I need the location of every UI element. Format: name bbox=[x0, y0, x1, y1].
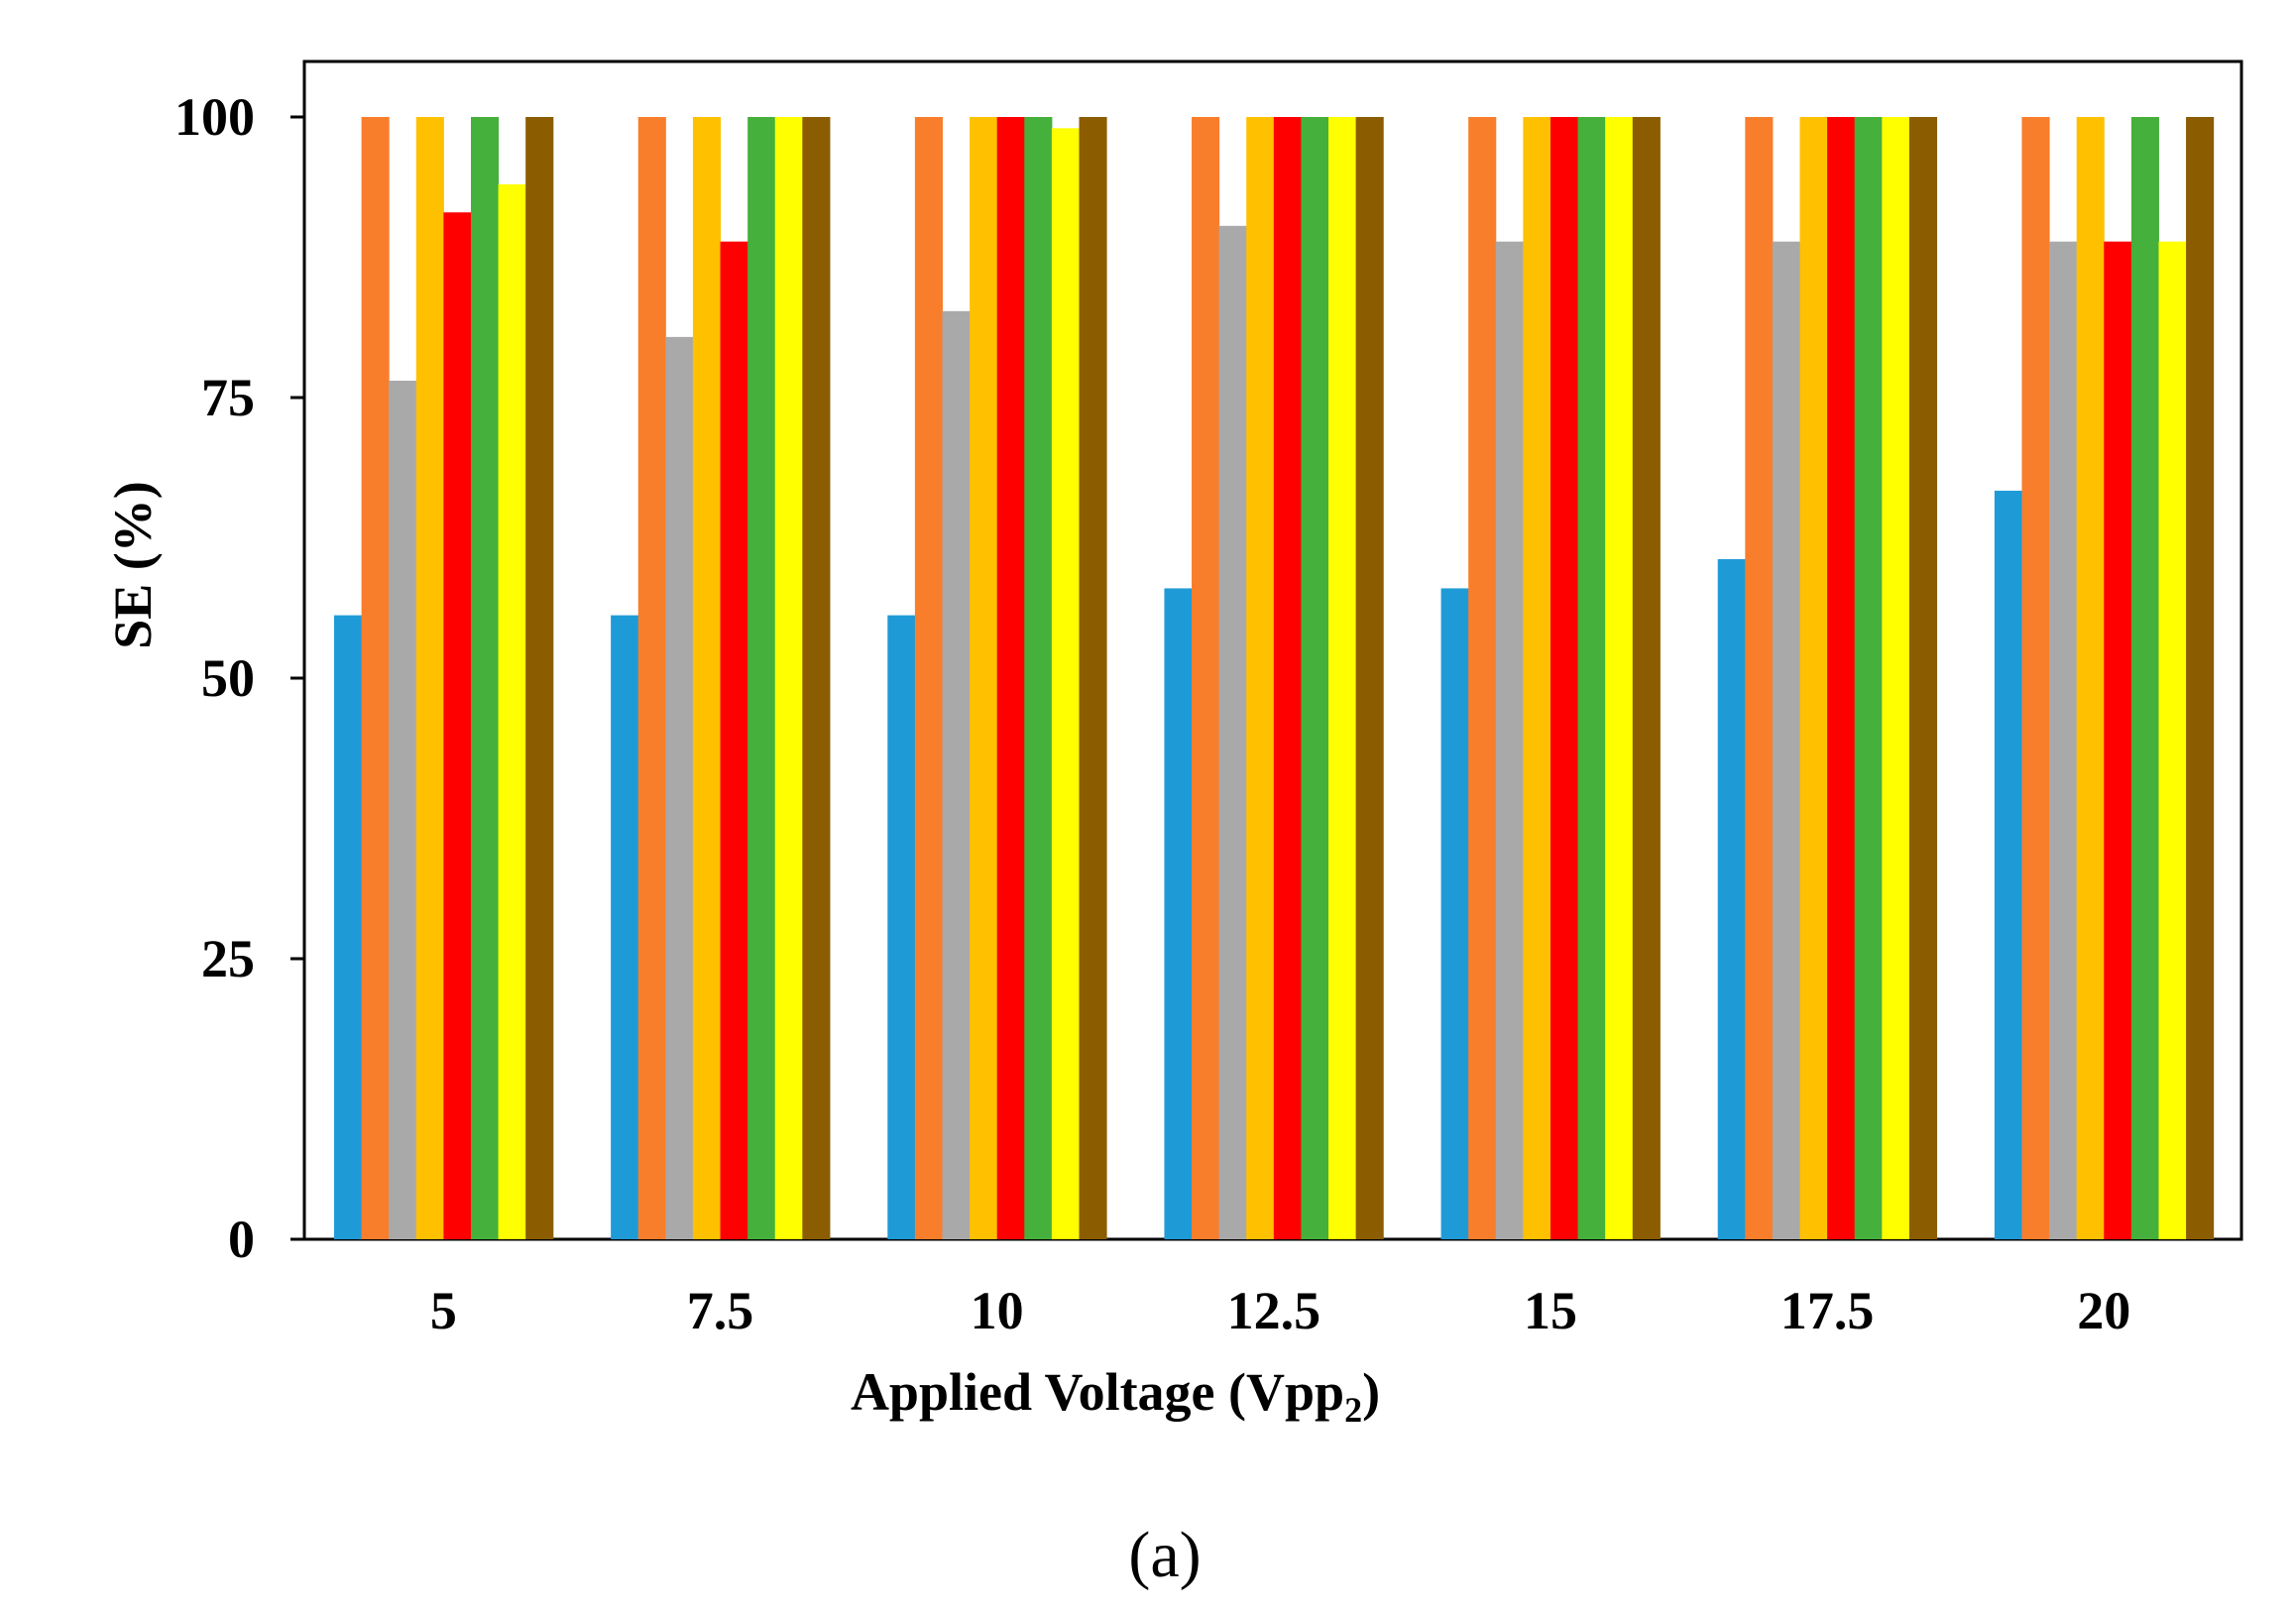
bar bbox=[2186, 117, 2215, 1239]
bar bbox=[914, 117, 943, 1239]
bar bbox=[2158, 241, 2187, 1240]
bar bbox=[525, 117, 554, 1239]
bar bbox=[747, 117, 776, 1239]
bar bbox=[1328, 117, 1357, 1239]
bar bbox=[1468, 117, 1497, 1239]
bar bbox=[2021, 117, 2050, 1239]
bar bbox=[415, 117, 444, 1239]
x-tick-label: 12.5 bbox=[1227, 1281, 1321, 1340]
bar bbox=[334, 615, 363, 1239]
x-axis-title: Applied Voltage (Vpp2) bbox=[851, 1362, 1380, 1430]
y-tick-label: 50 bbox=[201, 648, 255, 708]
bar bbox=[1273, 117, 1302, 1239]
bar bbox=[802, 117, 831, 1239]
bar bbox=[1882, 117, 1910, 1239]
bar bbox=[1079, 117, 1107, 1239]
x-tick-label: 20 bbox=[2077, 1281, 2130, 1340]
x-tick-label: 10 bbox=[971, 1281, 1024, 1340]
y-tick-label: 0 bbox=[228, 1210, 255, 1269]
bar bbox=[1854, 117, 1883, 1239]
bar bbox=[1605, 117, 1634, 1239]
bar bbox=[1632, 117, 1661, 1239]
y-axis-title: SE (%) bbox=[103, 481, 163, 649]
x-tick-label: 15 bbox=[1524, 1281, 1577, 1340]
bar bbox=[996, 117, 1025, 1239]
x-axis-title-close: ) bbox=[1362, 1362, 1380, 1422]
bar bbox=[1192, 117, 1220, 1239]
bar bbox=[1745, 117, 1774, 1239]
bar bbox=[1051, 128, 1080, 1239]
bar bbox=[1908, 117, 1938, 1239]
bar bbox=[1799, 117, 1828, 1239]
bar bbox=[720, 241, 748, 1240]
x-tick-label: 5 bbox=[430, 1281, 457, 1340]
y-tick-label: 100 bbox=[174, 87, 255, 147]
bar bbox=[471, 117, 500, 1239]
x-tick-label: 7.5 bbox=[687, 1281, 754, 1340]
bar bbox=[1495, 241, 1524, 1240]
bar bbox=[942, 310, 971, 1239]
y-axis-ticks: 0 25 50 75 100 bbox=[174, 87, 304, 1269]
bar bbox=[361, 117, 390, 1239]
bar bbox=[443, 212, 472, 1240]
y-tick-label: 25 bbox=[201, 929, 255, 988]
bar bbox=[2076, 117, 2105, 1239]
bar bbox=[1218, 225, 1247, 1239]
y-tick-label: 75 bbox=[201, 368, 255, 427]
bar bbox=[389, 381, 417, 1239]
bar bbox=[1772, 241, 1801, 1240]
bar bbox=[1301, 117, 1329, 1239]
bar bbox=[1024, 117, 1053, 1239]
x-axis-title-subscript: 2 bbox=[1344, 1390, 1362, 1430]
bar bbox=[498, 183, 526, 1239]
bar bbox=[887, 615, 916, 1239]
bar bbox=[2104, 241, 2132, 1240]
figure-caption: (a) bbox=[1128, 1519, 1201, 1591]
bar bbox=[1717, 559, 1746, 1239]
bar bbox=[1827, 117, 1856, 1239]
bar bbox=[970, 117, 998, 1239]
bars bbox=[334, 117, 2215, 1240]
bar bbox=[1164, 588, 1193, 1239]
bar bbox=[1440, 588, 1469, 1239]
bar bbox=[1246, 117, 1275, 1239]
bar bbox=[1994, 490, 2022, 1239]
bar bbox=[611, 615, 639, 1239]
x-tick-label: 17.5 bbox=[1780, 1281, 1875, 1340]
bar bbox=[1550, 117, 1579, 1239]
bar bbox=[2049, 241, 2078, 1240]
bar bbox=[637, 117, 666, 1239]
bar bbox=[1355, 117, 1384, 1239]
bar bbox=[692, 117, 722, 1239]
bar bbox=[774, 117, 803, 1239]
x-axis-ticks: 5 7.5 10 12.5 15 17.5 20 bbox=[430, 1281, 2130, 1340]
bar bbox=[2130, 117, 2159, 1239]
bar bbox=[1577, 117, 1606, 1239]
bar bbox=[1523, 117, 1551, 1239]
bar bbox=[665, 336, 694, 1239]
x-axis-title-main: Applied Voltage (Vpp bbox=[851, 1362, 1344, 1422]
